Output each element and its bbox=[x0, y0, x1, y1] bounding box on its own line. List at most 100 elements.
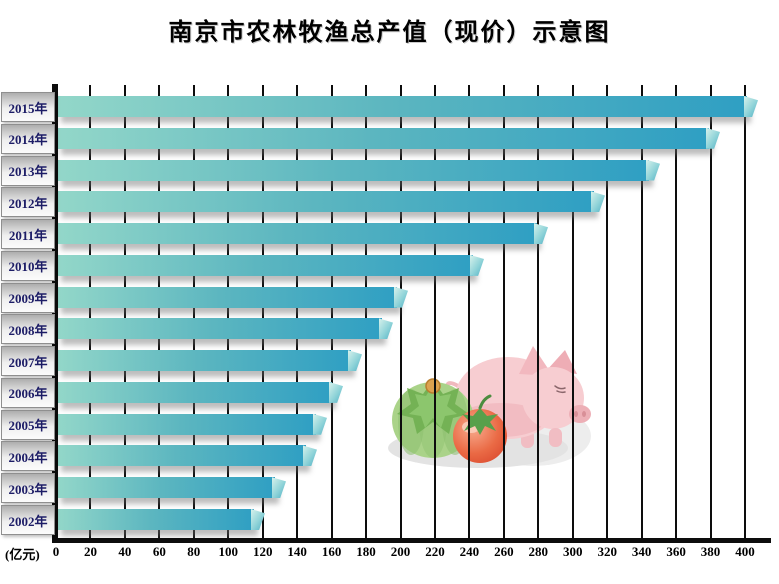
x-axis-tick-label-140: 140 bbox=[287, 544, 307, 559]
bar-tip bbox=[591, 191, 605, 213]
x-axis-tick-label-280: 280 bbox=[528, 544, 549, 559]
bar-tip bbox=[348, 350, 362, 372]
bar-2015 bbox=[57, 96, 758, 117]
y-axis-label-2011: 2011年 bbox=[1, 219, 55, 250]
y-axis-line bbox=[52, 84, 58, 543]
gridline-80 bbox=[192, 85, 195, 539]
bar-2006 bbox=[57, 381, 343, 403]
gridline-280 bbox=[537, 85, 540, 539]
gridline-20 bbox=[89, 85, 92, 539]
bar-2002 bbox=[57, 509, 265, 530]
bar-tip bbox=[313, 413, 327, 435]
gridline-260 bbox=[502, 85, 505, 539]
y-axis-label-2002: 2002年 bbox=[1, 505, 55, 535]
bar-2009 bbox=[57, 286, 408, 308]
bar-body bbox=[57, 413, 316, 435]
gridline-320 bbox=[606, 85, 609, 539]
x-axis-tick-label-340: 340 bbox=[631, 544, 652, 559]
y-axis-label-2008: 2008年 bbox=[1, 314, 55, 345]
bar-tip bbox=[329, 381, 343, 403]
x-axis-tick-label-260: 260 bbox=[494, 544, 514, 559]
x-axis-tick-label-400: 400 bbox=[735, 544, 755, 559]
y-axis-label-2012: 2012年 bbox=[1, 187, 55, 218]
bar-body bbox=[57, 286, 397, 308]
y-axis-label-2006: 2006年 bbox=[1, 377, 55, 408]
bar-tip bbox=[646, 159, 660, 181]
x-axis-tick-label-220: 220 bbox=[425, 544, 445, 559]
bar-body bbox=[57, 254, 473, 276]
chart-title: 南京市农林牧渔总产值（现价）示意图 bbox=[168, 20, 611, 46]
bar-2005 bbox=[57, 413, 327, 435]
bar-2004 bbox=[57, 445, 317, 467]
bar-body bbox=[57, 96, 747, 117]
gridline-360 bbox=[675, 85, 678, 539]
gridline-40 bbox=[123, 85, 126, 539]
y-axis-label-2007: 2007年 bbox=[1, 346, 55, 377]
y-axis-label-2009: 2009年 bbox=[1, 282, 55, 313]
bar-body bbox=[57, 350, 351, 372]
y-axis-label-2014: 2014年 bbox=[1, 123, 55, 154]
axis-unit-label: (亿元) bbox=[5, 547, 40, 562]
bar-body bbox=[57, 191, 594, 213]
x-axis-tick-label-240: 240 bbox=[459, 544, 480, 559]
bar-tip bbox=[251, 509, 265, 530]
bar-tip bbox=[470, 254, 484, 276]
decoration-illustration bbox=[388, 346, 591, 468]
bar-2012 bbox=[57, 191, 605, 213]
bar-body bbox=[57, 127, 709, 149]
y-axis-label-2015: 2015年 bbox=[1, 92, 55, 122]
gridline-220 bbox=[433, 85, 436, 539]
bar-tip bbox=[272, 477, 286, 499]
x-axis-tick-label-360: 360 bbox=[666, 544, 686, 559]
x-axis-tick-label-180: 180 bbox=[356, 544, 376, 559]
bar-tip bbox=[379, 318, 393, 340]
y-axis-label-2010: 2010年 bbox=[1, 250, 55, 281]
bar-2013 bbox=[57, 159, 660, 181]
bar-body bbox=[57, 477, 275, 499]
y-axis-label-2003: 2003年 bbox=[1, 473, 55, 504]
bar-2011 bbox=[57, 223, 548, 245]
x-axis-tick-label-120: 120 bbox=[252, 544, 273, 559]
x-axis-tick-label-100: 100 bbox=[218, 544, 239, 559]
bar-2003 bbox=[57, 477, 286, 499]
x-axis-tick-label-20: 20 bbox=[83, 544, 97, 559]
bar-body bbox=[57, 445, 306, 467]
x-axis-tick-label-300: 300 bbox=[563, 544, 583, 559]
y-axis-label-2013: 2013年 bbox=[1, 155, 55, 186]
bar-body bbox=[57, 223, 537, 245]
bar-2010 bbox=[57, 254, 484, 276]
gridline-200 bbox=[399, 85, 402, 539]
x-axis-tick-label-0: 0 bbox=[52, 544, 60, 559]
bar-body bbox=[57, 381, 332, 403]
bar-tip bbox=[744, 96, 758, 117]
bar-2008 bbox=[57, 318, 393, 340]
x-axis-tick-label-60: 60 bbox=[152, 544, 166, 559]
gridline-240 bbox=[468, 85, 471, 539]
bar-body bbox=[57, 318, 382, 340]
x-axis-tick-label-160: 160 bbox=[321, 544, 342, 559]
pumpkin-icon bbox=[392, 378, 474, 458]
gridline-60 bbox=[158, 85, 161, 539]
bar-2014 bbox=[57, 127, 720, 149]
x-axis-line bbox=[52, 538, 771, 543]
bar-2007 bbox=[57, 350, 362, 372]
bar-tip bbox=[706, 127, 720, 149]
gridline-400 bbox=[744, 85, 746, 539]
gridline-340 bbox=[640, 85, 643, 539]
gridline-100 bbox=[227, 85, 230, 539]
bar-tip bbox=[394, 286, 408, 308]
bar-body bbox=[57, 509, 254, 530]
x-axis-tick-label-200: 200 bbox=[390, 544, 411, 559]
x-axis-tick-label-380: 380 bbox=[700, 544, 721, 559]
bar-body bbox=[57, 159, 649, 181]
gridline-180 bbox=[365, 85, 368, 539]
gridline-160 bbox=[330, 85, 333, 539]
tomato-icon bbox=[453, 394, 507, 463]
gridline-120 bbox=[261, 85, 264, 539]
gridline-140 bbox=[296, 85, 299, 539]
x-axis-tick-label-40: 40 bbox=[118, 544, 132, 559]
x-axis-tick-label-320: 320 bbox=[597, 544, 617, 559]
bar-tip bbox=[534, 223, 548, 245]
